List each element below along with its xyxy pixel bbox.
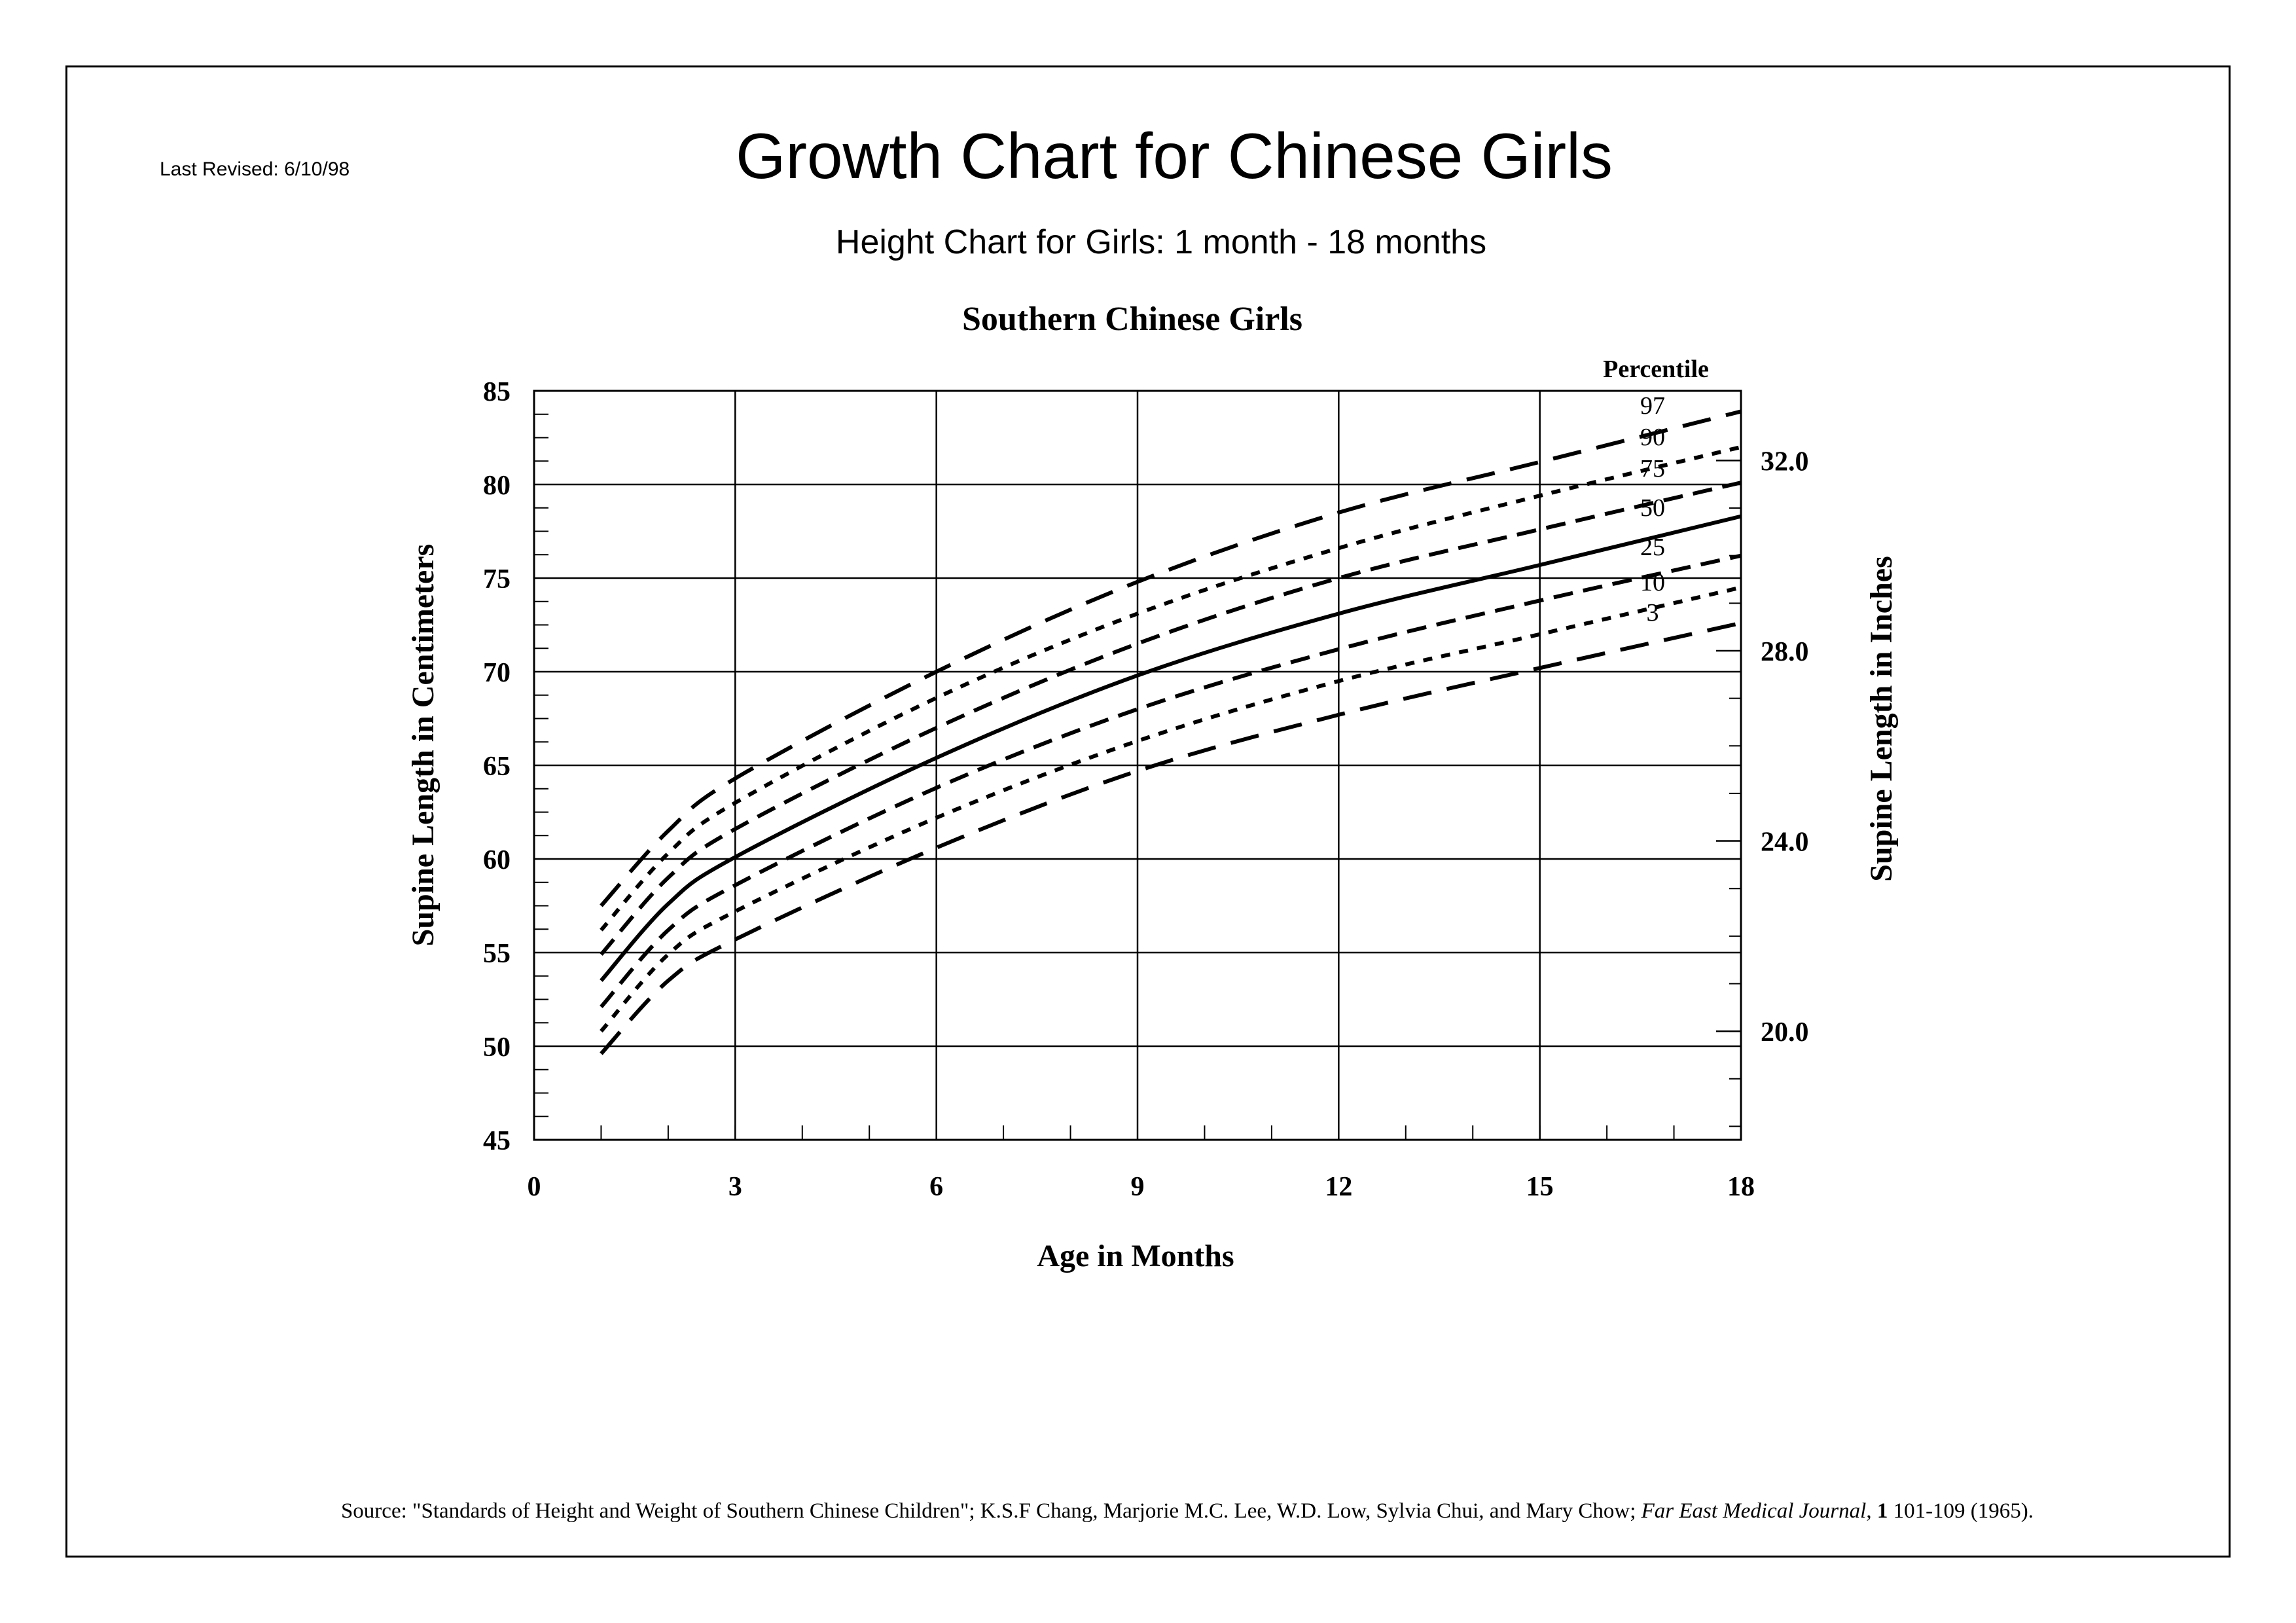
chart-title: Southern Chinese Girls [962, 301, 1302, 338]
y2-tick-label: 28.0 [1761, 637, 1809, 667]
series-lines [600, 409, 1742, 1055]
source-volume: 1 [1876, 1499, 1888, 1523]
series-line-p75 [600, 481, 1742, 956]
y-tick-label: 65 [483, 752, 511, 782]
series-label-p25: 25 [1640, 534, 1665, 561]
y-tick-labels: 45 50 55 60 65 70 75 80 85 [483, 377, 511, 1156]
series-line-p90 [600, 445, 1742, 932]
y-tick-label: 60 [483, 845, 511, 875]
y-tick-label: 55 [483, 939, 511, 969]
x-tick-labels: 0 3 6 9 12 15 18 [528, 1172, 1755, 1202]
series-line-p25 [600, 553, 1742, 1008]
series-line-p50 [600, 514, 1742, 982]
y-tick-label: 70 [483, 658, 511, 688]
legend-title: Percentile [1603, 356, 1709, 383]
y-tick-label: 50 [483, 1032, 511, 1063]
series-label-p75: 75 [1640, 455, 1665, 483]
x-tick-label: 3 [728, 1172, 742, 1202]
y-tick-label: 85 [483, 377, 511, 407]
series-label-p10: 10 [1640, 569, 1665, 596]
series-label-p97: 97 [1640, 392, 1665, 420]
x-tick-label: 9 [1131, 1172, 1145, 1202]
last-revised: Last Revised: 6/10/98 [160, 158, 350, 180]
y2-tick-label: 24.0 [1761, 828, 1809, 858]
series-label-p3: 3 [1647, 599, 1659, 627]
series-labels: 97 90 75 50 25 10 3 [1640, 392, 1665, 627]
source-citation: Source: "Standards of Height and Weight … [0, 1499, 2296, 1523]
source-text: Source: "Standards of Height and Weight … [340, 1499, 1641, 1523]
y-axis-label: Supine Length in Centimeters [406, 544, 440, 947]
grid [533, 390, 1742, 1141]
x-tick-label: 15 [1526, 1172, 1554, 1202]
page-title: Growth Chart for Chinese Girls [736, 120, 1613, 192]
series-line-p10 [600, 585, 1742, 1033]
page-frame [65, 65, 2231, 1558]
x-tick-label: 18 [1727, 1172, 1755, 1202]
y2-tick-label: 32.0 [1761, 447, 1809, 477]
y2-tick-labels: 20.0 24.0 28.0 32.0 [1761, 447, 1809, 1048]
y-tick-label: 45 [483, 1126, 511, 1156]
source-separator: , [1866, 1499, 1877, 1523]
series-label-p90: 90 [1640, 424, 1665, 451]
y2-axis-label: Supine Length in Inches [1864, 556, 1899, 882]
y-tick-label: 80 [483, 471, 511, 501]
x-tick-label: 12 [1325, 1172, 1352, 1202]
series-line-p97 [600, 409, 1742, 907]
x-tick-label: 0 [528, 1172, 541, 1202]
x-axis-label: Age in Months [1037, 1239, 1234, 1273]
source-journal: Far East Medical Journal [1641, 1499, 1867, 1523]
source-pages: 101-109 (1965). [1888, 1499, 2034, 1523]
y2-tick-label: 20.0 [1761, 1017, 1809, 1048]
series-label-p50: 50 [1640, 494, 1665, 522]
page-subtitle: Height Chart for Girls: 1 month - 18 mon… [835, 223, 1487, 261]
x-tick-label: 6 [929, 1172, 943, 1202]
y-tick-label: 75 [483, 564, 511, 594]
